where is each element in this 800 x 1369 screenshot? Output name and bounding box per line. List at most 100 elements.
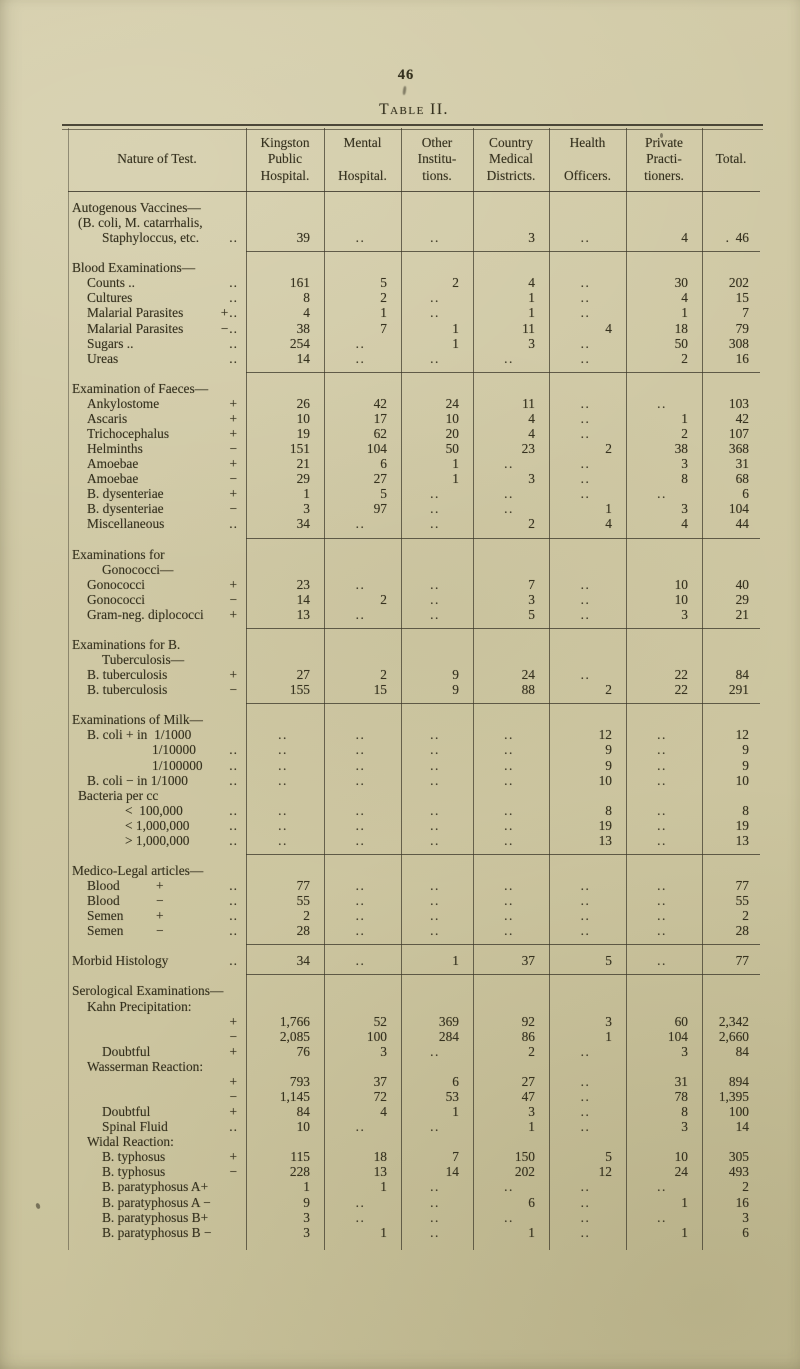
row-label-cell: Wasserman Reaction: <box>68 1059 246 1074</box>
row-sign: + <box>229 576 238 592</box>
row-sign: + <box>229 426 238 442</box>
row-label: Tuberculosis— <box>102 652 185 668</box>
cell-total: 6 <box>742 1224 749 1240</box>
cell-kingston: .. <box>278 802 288 818</box>
cell-health: 19 <box>598 817 612 833</box>
column-header-private: Private Practi- tioners. <box>644 135 684 183</box>
cell-mental: 7 <box>380 320 387 336</box>
row-sign: .. <box>229 757 238 773</box>
cell-mental: .. <box>355 335 366 351</box>
cell-country: 3 <box>528 230 535 246</box>
cell-other: 50 <box>445 441 459 457</box>
cell-other: .. <box>430 878 440 894</box>
table-row: Examination of Faeces— <box>68 381 760 396</box>
section-separator-line <box>246 853 760 855</box>
table-row: Amoebae − 29 27 1 3.. 8 68 <box>68 471 760 486</box>
cell-private: 1 <box>681 305 688 321</box>
row-sign: − <box>229 1164 238 1180</box>
row-label-cell: Blood +.. <box>68 878 246 893</box>
cell-country: 150 <box>514 1149 535 1165</box>
table-row: Counts .... 161 5 2 4.. 30 202 <box>68 275 760 290</box>
table-row: Staphyloccus, etc... 39.... 3.. 4 . 46 <box>68 230 760 245</box>
cell-health: 5 <box>605 953 612 969</box>
row-label-cell: Cultures.. <box>68 290 246 305</box>
section-separator-line <box>246 627 760 629</box>
cell-private: .. <box>657 893 667 909</box>
cell-mental: .. <box>355 1119 366 1135</box>
cell-health: .. <box>580 350 591 366</box>
section-separator <box>68 944 760 946</box>
table-row: Helminths − 151 104 50 23 2 38 368 <box>68 441 760 456</box>
row-label-cell: Trichocephalus + <box>68 426 246 441</box>
cell-mental: .. <box>355 727 366 743</box>
table-row: < 100,000.......... 8.. 8 <box>68 803 760 818</box>
row-label: Gonococci <box>87 591 146 607</box>
cell-other: .. <box>430 1043 440 1059</box>
cell-health: .. <box>580 456 591 472</box>
row-label: Examinations for <box>72 546 165 562</box>
table-section-medico-legal-articles: Medico-Legal articles— Blood +.. 77........… <box>68 855 760 944</box>
cell-health: .. <box>580 576 591 592</box>
cell-country: 11 <box>522 395 535 411</box>
table-row: Medico-Legal articles— <box>68 863 760 878</box>
cell-private: 1 <box>681 1194 688 1210</box>
cell-total: 15 <box>735 290 749 306</box>
row-label-cell: Widal Reaction: <box>68 1134 246 1149</box>
cell-mental: .. <box>355 802 366 818</box>
cell-health: 10 <box>598 772 612 788</box>
cell-health: .. <box>580 305 591 321</box>
cell-health: .. <box>580 606 591 622</box>
row-label-cell: < 1,000,000.. <box>68 818 246 833</box>
cell-kingston: 793 <box>289 1073 310 1089</box>
row-label-cell: < 100,000.. <box>68 803 246 818</box>
section-separator <box>68 627 760 629</box>
statistics-table: Nature of Test. Kingston Public Hospital.… <box>62 124 763 1250</box>
row-sign: .. <box>229 1119 238 1135</box>
table-row: 1/10000.......... 9.. 9 <box>68 742 760 757</box>
cell-mental: 5 <box>380 486 387 502</box>
row-label: Examinations of Milk— <box>72 712 203 728</box>
cell-private: .. <box>657 832 667 848</box>
row-label-cell: > 1,000,000.. <box>68 833 246 848</box>
row-label: Semen <box>87 908 124 924</box>
column-header-nature: Nature of Test. <box>117 151 197 167</box>
row-sign: + <box>156 878 164 894</box>
cell-kingston: 34 <box>296 516 310 532</box>
cell-total: 305 <box>728 1149 749 1165</box>
cell-mental: .. <box>355 878 366 894</box>
section-separator-line <box>246 974 760 976</box>
cell-kingston: 23 <box>296 576 310 592</box>
cell-country: 3 <box>528 471 535 487</box>
table-row: Gonococci − 14 2.. 3.. 10 29 <box>68 592 760 607</box>
table-row: > 1,000,000.......... 13.. 13 <box>68 833 760 848</box>
row-sign: − <box>229 441 238 457</box>
row-label-cell: Examination of Faeces— <box>68 381 246 396</box>
cell-mental: .. <box>355 1209 366 1225</box>
cell-total: 21 <box>735 606 749 622</box>
row-label-cell: Amoebae + <box>68 456 246 471</box>
cell-other: 1 <box>452 953 459 969</box>
row-label-cell: Amoebae − <box>68 471 246 486</box>
column-header-kingston: Kingston Public Hospital. <box>260 135 310 183</box>
row-label-cell: Doubtful + <box>68 1044 246 1059</box>
cell-other: .. <box>430 591 440 607</box>
row-sign: .. <box>229 832 238 848</box>
cell-kingston: 76 <box>296 1043 310 1059</box>
table-row: Doubtful +76 3.. 2.. 3 84 <box>68 1044 760 1059</box>
cell-health: .. <box>580 878 591 894</box>
cell-mental: 72 <box>373 1088 387 1104</box>
cell-total: 2 <box>742 1179 749 1195</box>
cell-other: 2 <box>452 275 459 291</box>
cell-other: .. <box>430 516 440 532</box>
cell-private: 2 <box>681 350 688 366</box>
cell-country: 3 <box>528 1104 535 1120</box>
table-row: Kahn Precipitation: <box>68 999 760 1014</box>
cell-kingston: 39 <box>296 230 310 246</box>
row-label-cell: Blood −.. <box>68 893 246 908</box>
row-label: Trichocephalus <box>87 426 170 442</box>
cell-total: 894 <box>728 1073 749 1089</box>
cell-total: 9 <box>742 757 749 773</box>
column-header-other: Other Institu- tions. <box>417 135 457 183</box>
row-label: B. typhosus <box>102 1149 166 1165</box>
row-sign: + <box>229 395 238 411</box>
